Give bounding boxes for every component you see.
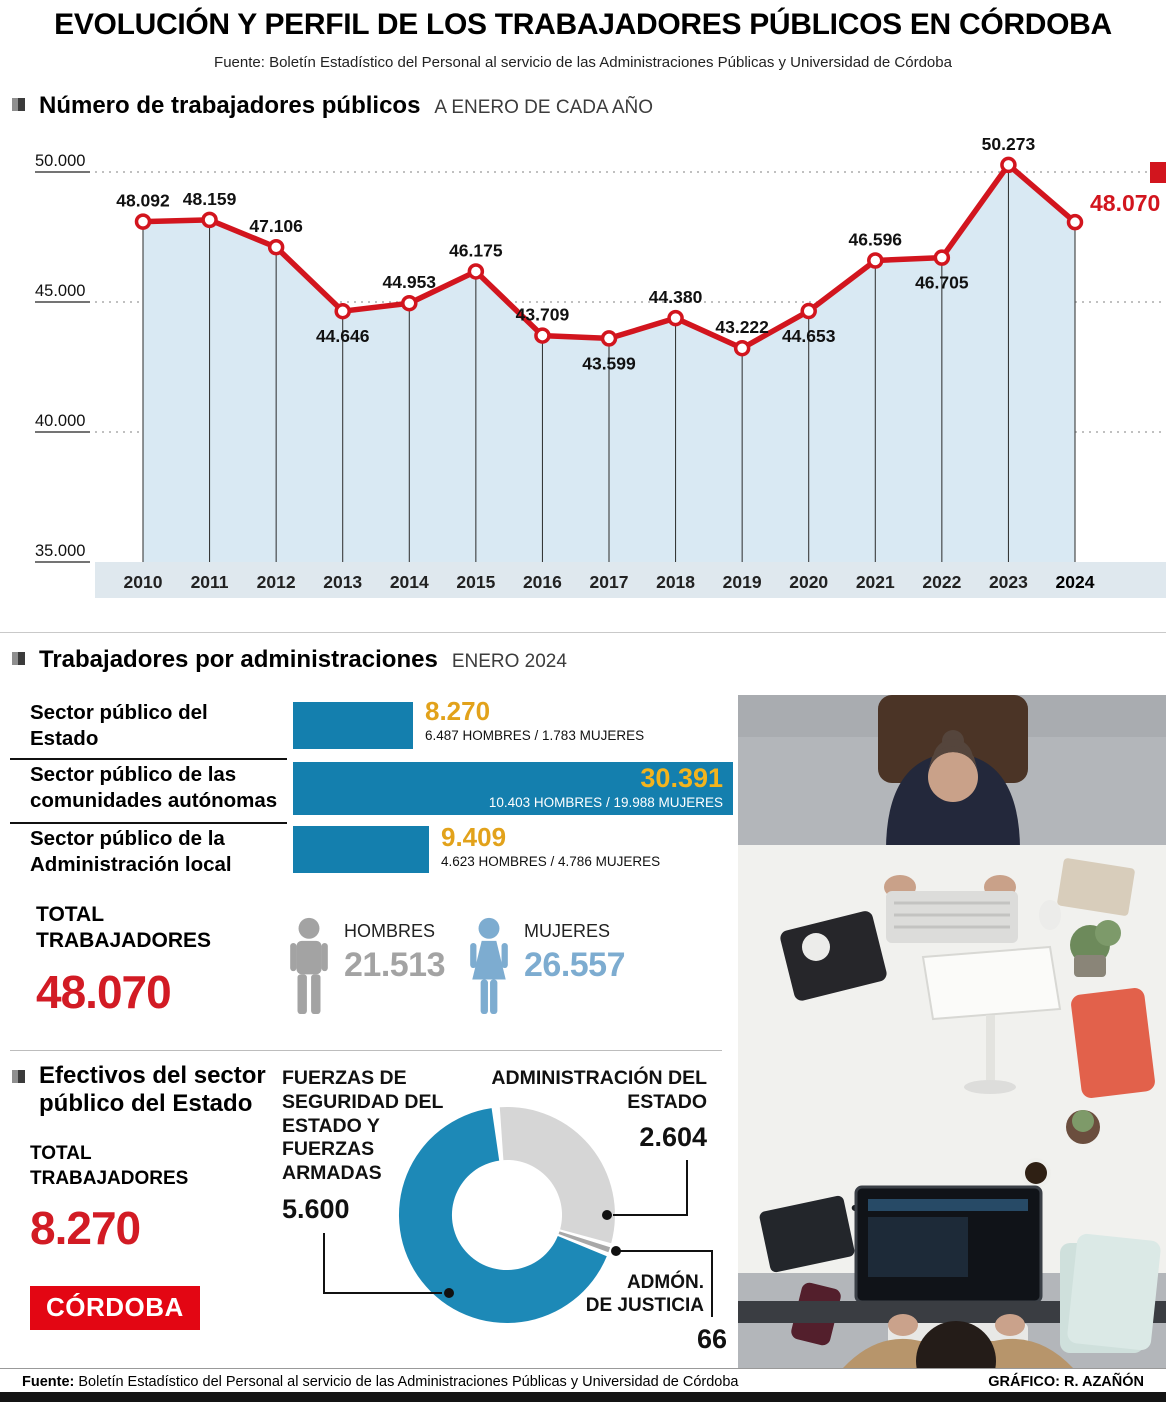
admin-bar-value: 8.270 (425, 696, 491, 726)
admin-bar (293, 702, 413, 749)
svg-text:44.653: 44.653 (782, 326, 836, 346)
svg-text:2020: 2020 (789, 572, 828, 592)
header-source: Fuente: Boletín Estadístico del Personal… (214, 54, 952, 71)
line-chart-subtitle: A ENERO DE CADA AÑO (434, 97, 653, 118)
svg-text:47.106: 47.106 (249, 216, 303, 236)
svg-text:2013: 2013 (323, 572, 362, 592)
hombres-label: HOMBRES (344, 921, 436, 941)
svg-text:44.953: 44.953 (383, 272, 437, 292)
admin-bar-row: Sector público de la Administración loca… (10, 822, 735, 884)
donut-callout-lines (323, 1160, 713, 1317)
admin-bars-subtitle: ENERO 2024 (451, 651, 567, 672)
donut-label-admin-estado: ADMINISTRACIÓN DEL ESTADO (491, 1067, 707, 1113)
section-bullet-icon (12, 98, 25, 112)
mujeres-label: MUJERES (524, 921, 611, 941)
admin-bar-row: Sector público del Estado 8.270 6.487 HO… (10, 696, 735, 760)
section-bullet-icon (12, 652, 25, 666)
section-header-admin-bars: Trabajadores por administraciones ENERO … (12, 646, 567, 674)
state-sector-title: Efectivos del sector público del Estado (39, 1062, 266, 1117)
svg-text:43.709: 43.709 (516, 305, 570, 325)
svg-text:2018: 2018 (656, 572, 695, 592)
line-chart-title: Número de trabajadores públicos (39, 92, 421, 119)
section-divider (10, 1050, 722, 1051)
svg-text:48.070: 48.070 (1090, 190, 1160, 216)
section-header-line-chart: Número de trabajadores públicos A ENERO … (12, 92, 653, 120)
footer-source: Fuente: Boletín Estadístico del Personal… (22, 1374, 739, 1390)
donut-callout-dots (444, 1210, 621, 1298)
state-sector-donut: FUERZAS DE SEGURIDAD DEL ESTADO Y FUERZA… (272, 1065, 732, 1377)
admin-bar (293, 826, 429, 873)
admin-row-label: Sector público del Estado (10, 698, 287, 760)
svg-text:50.000: 50.000 (35, 152, 85, 170)
svg-text:2019: 2019 (723, 572, 762, 592)
hombres-value: 21.513 (344, 946, 446, 984)
cordoba-logo: CÓRDOBA (30, 1286, 200, 1330)
workers-line-chart: 50.000 45.000 40.000 35.000 48.092 48.159 47.1… (35, 134, 1166, 598)
svg-text:2014: 2014 (390, 572, 429, 592)
state-total-label: TOTAL TRABAJADORES (30, 1143, 189, 1189)
section-divider (0, 632, 1166, 633)
footer-credit: GRÁFICO: R. AZAÑÓN (988, 1374, 1144, 1390)
svg-text:2016: 2016 (523, 572, 562, 592)
svg-text:35.000: 35.000 (35, 542, 85, 560)
admin-bar-value: 30.391 (640, 763, 723, 793)
footer-divider (0, 1368, 1166, 1369)
bottom-bar (0, 1392, 1166, 1402)
svg-text:2015: 2015 (456, 572, 495, 592)
donut-label-fuerzas: FUERZAS DE SEGURIDAD DEL ESTADO Y FUERZA… (282, 1067, 444, 1185)
mujeres-value: 26.557 (524, 946, 626, 984)
man-icon (290, 917, 328, 1015)
total-workers-value: 48.070 (36, 965, 172, 1018)
admin-row-label: Sector público de las comunidades autóno… (10, 760, 287, 824)
svg-text:44.380: 44.380 (649, 287, 703, 307)
svg-text:46.705: 46.705 (915, 273, 969, 293)
donut-chart (323, 1106, 713, 1324)
svg-text:45.000: 45.000 (35, 282, 85, 300)
admin-bar-row: Sector público de las comunidades autóno… (10, 760, 735, 824)
woman-icon (470, 917, 508, 1015)
svg-text:2017: 2017 (590, 572, 629, 592)
svg-text:44.646: 44.646 (316, 326, 370, 346)
admin-row-label: Sector público de la Administración loca… (30, 827, 232, 876)
svg-text:50.273: 50.273 (982, 134, 1036, 154)
svg-text:2010: 2010 (124, 572, 163, 592)
svg-text:48.092: 48.092 (116, 191, 170, 211)
svg-text:46.175: 46.175 (449, 240, 503, 260)
svg-text:2022: 2022 (922, 572, 961, 592)
total-workers-block: TOTAL TRABAJADORES 48.070 (36, 902, 256, 1019)
svg-text:43.599: 43.599 (582, 353, 636, 373)
admin-bar-breakdown: 6.487 HOMBRES / 1.783 MUJERES (425, 728, 645, 744)
office-photo-illustration (738, 695, 1166, 1368)
state-total-value: 8.270 (30, 1202, 141, 1255)
donut-value-fuerzas: 5.600 (282, 1194, 350, 1224)
svg-text:48.159: 48.159 (183, 189, 237, 209)
footer: Fuente: Boletín Estadístico del Personal… (22, 1374, 1144, 1390)
page-title: EVOLUCIÓN Y PERFIL DE LOS TRABAJADORES P… (54, 8, 1112, 41)
mujeres-total: MUJERES 26.557 (466, 915, 626, 1019)
admin-bars-title: Trabajadores por administraciones (39, 646, 438, 673)
admin-bar-breakdown: 10.403 HOMBRES / 19.988 MUJERES (488, 795, 723, 811)
hombres-total: HOMBRES 21.513 (286, 915, 446, 1019)
svg-text:46.596: 46.596 (849, 230, 903, 250)
donut-label-justicia: ADMÓN. DE JUSTICIA (585, 1272, 704, 1317)
donut-value-admin-estado: 2.604 (639, 1122, 707, 1152)
admin-bar: 30.391 10.403 HOMBRES / 19.988 MUJERES (293, 762, 733, 815)
svg-text:2021: 2021 (856, 572, 895, 592)
admin-bar-value: 9.409 (441, 822, 507, 852)
svg-text:2023: 2023 (989, 572, 1028, 592)
state-total-block: TOTAL TRABAJADORES 8.270 (30, 1142, 230, 1255)
svg-text:2024: 2024 (1056, 572, 1095, 592)
admin-bar-breakdown: 4.623 HOMBRES / 4.786 MUJERES (441, 854, 661, 870)
svg-text:43.222: 43.222 (715, 317, 769, 337)
total-workers-label: TOTAL TRABAJADORES (36, 903, 212, 953)
donut-value-justicia: 66 (696, 1324, 728, 1354)
svg-text:2012: 2012 (257, 572, 296, 592)
section-bullet-icon (12, 1070, 25, 1083)
svg-text:2011: 2011 (191, 572, 229, 592)
section-header-state-sector: Efectivos del sector público del Estado (12, 1062, 312, 1117)
svg-text:40.000: 40.000 (35, 412, 85, 430)
